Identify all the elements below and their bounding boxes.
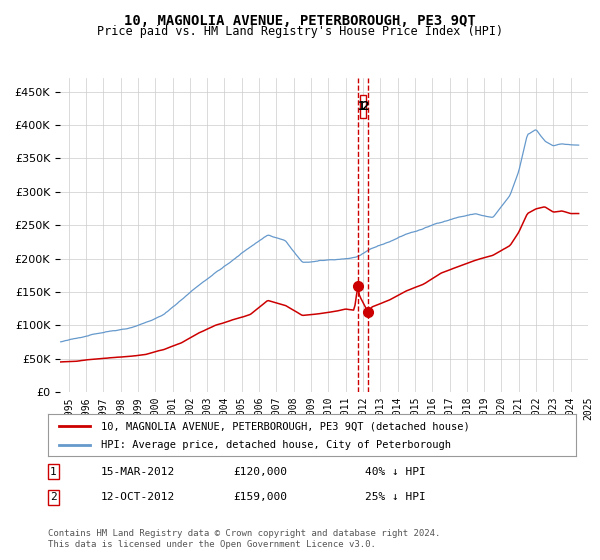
Text: Price paid vs. HM Land Registry's House Price Index (HPI): Price paid vs. HM Land Registry's House … xyxy=(97,25,503,38)
Text: 1: 1 xyxy=(358,100,365,113)
Text: £120,000: £120,000 xyxy=(233,466,287,477)
Text: 25% ↓ HPI: 25% ↓ HPI xyxy=(365,492,425,502)
Text: 15-MAR-2012: 15-MAR-2012 xyxy=(101,466,175,477)
Text: 10, MAGNOLIA AVENUE, PETERBOROUGH, PE3 9QT (detached house): 10, MAGNOLIA AVENUE, PETERBOROUGH, PE3 9… xyxy=(101,421,470,431)
Text: 2: 2 xyxy=(361,100,368,113)
Text: Contains HM Land Registry data © Crown copyright and database right 2024.
This d: Contains HM Land Registry data © Crown c… xyxy=(48,529,440,549)
Text: 40% ↓ HPI: 40% ↓ HPI xyxy=(365,466,425,477)
Text: 12-OCT-2012: 12-OCT-2012 xyxy=(101,492,175,502)
Text: HPI: Average price, detached house, City of Peterborough: HPI: Average price, detached house, City… xyxy=(101,440,451,450)
Text: 10, MAGNOLIA AVENUE, PETERBOROUGH, PE3 9QT: 10, MAGNOLIA AVENUE, PETERBOROUGH, PE3 9… xyxy=(124,14,476,28)
Text: £159,000: £159,000 xyxy=(233,492,287,502)
Bar xyxy=(360,95,367,118)
Text: 1: 1 xyxy=(50,466,56,477)
Text: 2: 2 xyxy=(50,492,56,502)
